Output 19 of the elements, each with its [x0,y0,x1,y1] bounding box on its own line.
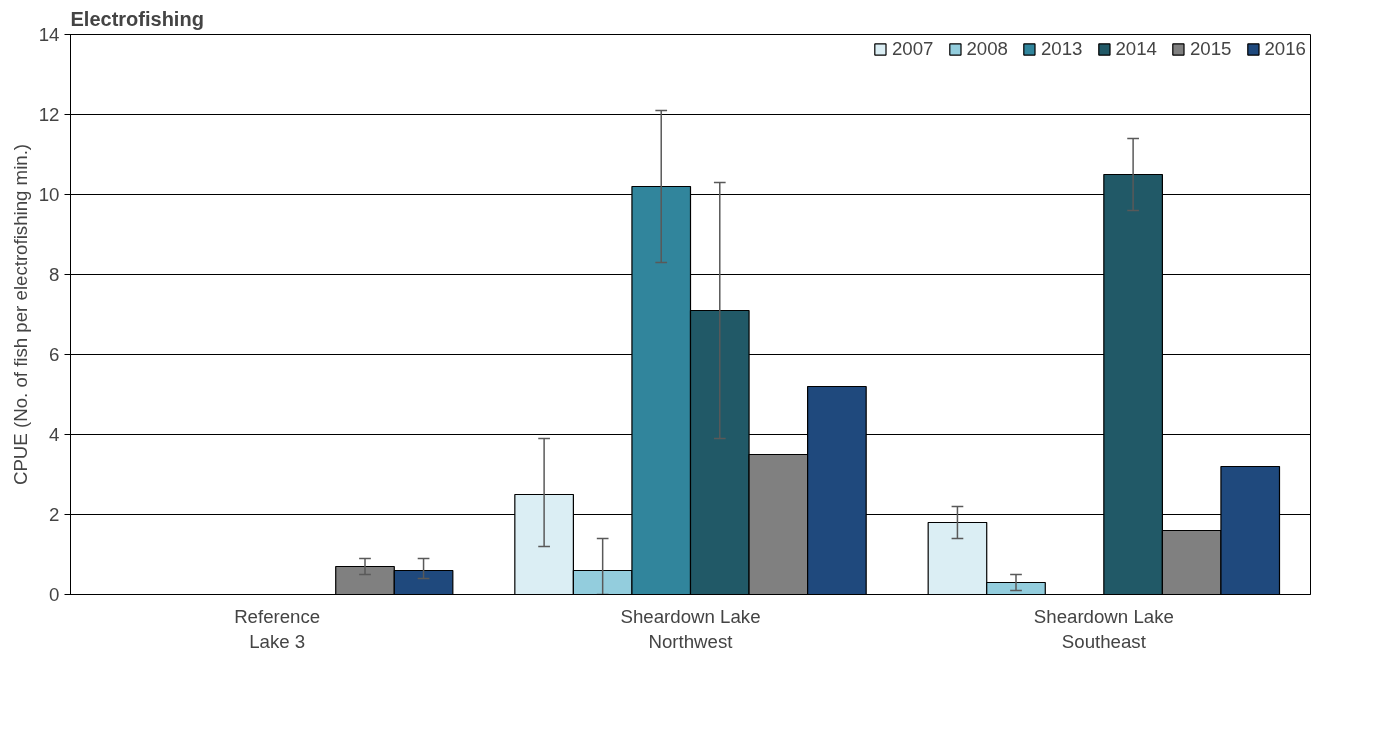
y-tick-label: 10 [38,184,60,205]
y-tick-label: 4 [49,424,60,445]
x-tick-label: Sheardown Lake Southeast [1033,605,1174,652]
legend-label: 2007 [891,38,934,60]
legend-label: 2016 [1264,38,1306,60]
legend-label: 2013 [1040,38,1083,60]
y-tick-label: 14 [38,24,60,45]
y-tick-label: 8 [49,264,60,285]
legend-label: 2014 [1115,38,1157,60]
legend-label: 2008 [966,38,1008,60]
y-axis-title: CPUE (No. of fish per electrofishing min.) [9,143,31,486]
legend-label: 2015 [1189,38,1232,60]
chart-title: Electrofishing [70,7,204,30]
y-tick-label: 6 [49,344,60,365]
y-tick-label: 2 [49,504,60,525]
x-tick-label: Sheardown Lake Northwest [620,605,761,652]
x-tick-label: Reference Lake 3 [234,605,321,652]
y-tick-label: 0 [49,584,60,605]
y-tick-label: 12 [38,104,60,125]
